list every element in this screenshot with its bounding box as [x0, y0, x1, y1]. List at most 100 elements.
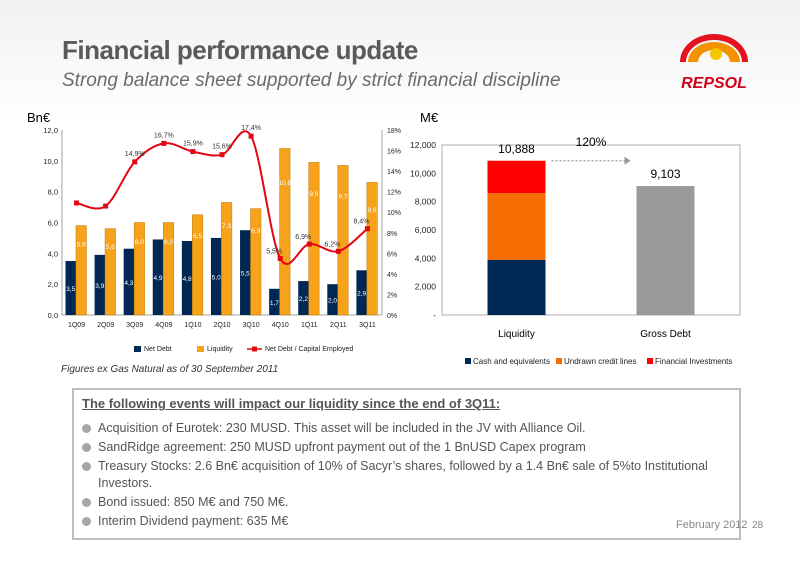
ratio-series-line — [76, 130, 369, 265]
ratio-data-label: 6,9% — [295, 234, 311, 241]
legend-swatch-1 — [556, 358, 562, 364]
liquidity-data-label: 5,8 — [77, 241, 86, 248]
y-tick-label: 0,0 — [48, 311, 58, 320]
liquidity-bar — [308, 162, 320, 316]
liquidity-data-label: 5,6 — [106, 244, 115, 251]
page-title: Financial performance update — [62, 35, 418, 65]
logo-red-arc — [680, 34, 748, 62]
ratio-point — [364, 226, 370, 232]
bullet-icon — [82, 462, 91, 471]
net-debt-data-label: 4,8 — [183, 276, 192, 283]
events-list: Acquisition of Eurotek: 230 MUSD. This a… — [80, 420, 730, 532]
net-debt-bar — [240, 230, 251, 315]
liquidity-bar — [337, 165, 349, 316]
list-item: Acquisition of Eurotek: 230 MUSD. This a… — [80, 420, 730, 437]
y-tick-label: 8,000 — [415, 197, 437, 207]
y-tick-label: 2,0 — [48, 280, 58, 289]
y-tick-label: - — [433, 310, 436, 320]
footnote: Figures ex Gas Natural as of 30 Septembe… — [61, 364, 279, 375]
ratio-point — [277, 255, 283, 261]
bar-total-label: 9,103 — [650, 167, 680, 181]
y2-tick-label: 10% — [387, 210, 401, 217]
legend-swatch-liquidity — [197, 346, 204, 352]
net-debt-data-label: 4,9 — [153, 275, 162, 282]
ratio-arrow-head — [624, 156, 631, 165]
net-debt-data-label: 5,0 — [212, 274, 221, 281]
y-tick-label: 8,0 — [48, 188, 58, 197]
legend-label-ratio: Net Debt / Capital Employed — [265, 346, 353, 353]
legend-label-liquidity: Liquidity — [207, 346, 233, 353]
liquidity-data-label: 6,5 — [193, 233, 202, 240]
liquidity-bar — [133, 222, 145, 316]
x-tick-label: 2Q09 — [97, 322, 114, 329]
event-text: Acquisition of Eurotek: 230 MUSD. This a… — [98, 421, 586, 435]
legend-swatch-net-debt — [134, 346, 141, 352]
events-box: The following events will impact our liq… — [72, 388, 741, 540]
net-debt-bar — [65, 261, 76, 315]
legend-label-1: Undrawn credit lines — [564, 357, 636, 366]
x-tick-label: Liquidity — [498, 329, 535, 340]
net-debt-data-label: 5,5 — [241, 271, 250, 278]
liquidity-bar — [279, 148, 291, 316]
y-tick-label: 10,000 — [410, 168, 436, 178]
y-tick-label: 4,0 — [48, 249, 58, 258]
y2-tick-label: 6% — [387, 251, 397, 258]
y2-tick-label: 0% — [387, 313, 397, 320]
net-debt-data-label: 3,9 — [95, 283, 104, 290]
repsol-logo: REPSOL — [680, 34, 748, 92]
ratio-point — [335, 248, 341, 254]
legend-marker-ratio — [252, 346, 257, 352]
x-tick-label: 3Q10 — [243, 322, 260, 329]
stacked-bar-segment-1 — [487, 193, 546, 260]
event-text: Interim Dividend payment: 635 M€ — [98, 514, 289, 528]
net-debt-bar — [210, 237, 222, 315]
ratio-data-label: 15,6% — [212, 144, 232, 151]
liquidity-data-label: 6,9 — [251, 228, 260, 235]
liquidity-data-label: 8,6 — [368, 207, 377, 214]
legend-label-2: Financial Investments — [655, 357, 732, 366]
x-tick-label: 4Q10 — [272, 322, 289, 329]
legend-swatch-2 — [647, 358, 653, 364]
y-tick-label: 12,000 — [410, 140, 436, 150]
net-debt-data-label: 1,7 — [270, 300, 279, 307]
event-text: Bond issued: 850 M€ and 750 M€. — [98, 495, 289, 509]
y-tick-label: 12,0 — [43, 126, 58, 135]
net-debt-bar — [152, 239, 164, 315]
y-tick-label: 2,000 — [415, 282, 437, 292]
events-title: The following events will impact our liq… — [82, 396, 501, 411]
legend-swatch-0 — [465, 358, 471, 364]
y-axis-unit: Bn€ — [27, 110, 51, 125]
x-tick-label: 1Q09 — [68, 322, 85, 329]
liquidity-bar — [162, 222, 174, 316]
stacked-bar-segment-2 — [487, 160, 546, 194]
net-debt-bar — [123, 248, 135, 315]
bullet-icon — [82, 424, 91, 433]
logo-text: REPSOL — [681, 75, 747, 92]
liquidity-data-label: 9,7 — [338, 193, 347, 200]
x-tick-label: 3Q11 — [359, 322, 376, 329]
plot-frame — [441, 144, 741, 316]
legend-label-0: Cash and equivalents — [473, 357, 550, 366]
ratio-data-label: 6,2% — [324, 241, 340, 248]
net-debt-data-label: 2,0 — [328, 298, 337, 305]
ratio-point — [132, 159, 138, 165]
page-subtitle: Strong balance sheet supported by strict… — [62, 70, 561, 91]
bar-total-label: 10,888 — [498, 142, 535, 156]
legend-label-net-debt: Net Debt — [144, 346, 172, 353]
ratio-data-label: 17,4% — [241, 125, 261, 132]
liquidity-bar — [104, 228, 116, 316]
logo-orange-arc — [688, 42, 740, 62]
ratio-data-label: 8,4% — [353, 219, 369, 226]
ratio-point — [190, 149, 196, 155]
net-debt-bar — [356, 270, 367, 315]
ratio-data-label: 15,9% — [183, 141, 203, 148]
liquidity-data-label: 6,0 — [135, 239, 144, 246]
x-tick-label: 2Q10 — [213, 322, 230, 329]
y-tick-label: 6,0 — [48, 219, 58, 228]
liquidity-bar — [366, 182, 378, 316]
net-debt-bar — [327, 284, 338, 315]
bullet-icon — [82, 517, 91, 526]
list-item: SandRidge agreement: 250 MUSD upfront pa… — [80, 439, 730, 456]
list-item: Bond issued: 850 M€ and 750 M€. — [80, 494, 730, 511]
ratio-point — [219, 152, 225, 158]
